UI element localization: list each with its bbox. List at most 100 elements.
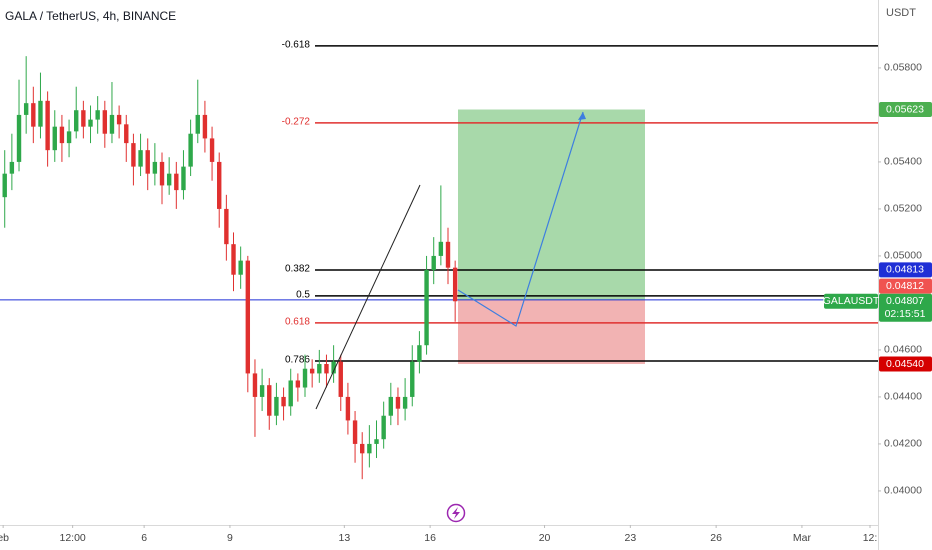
candle-body	[124, 124, 129, 144]
candle-body	[9, 161, 15, 174]
candle-body	[95, 110, 100, 120]
candle-body	[324, 364, 329, 374]
candle-body	[395, 396, 401, 409]
candle-body	[102, 110, 108, 134]
icon-bolt[interactable]	[452, 507, 460, 519]
fib-label: 0.618	[285, 317, 310, 328]
candle-body	[374, 439, 379, 444]
candle-body	[381, 415, 386, 440]
candle-body	[217, 161, 222, 209]
y-tick-label: 0.05800	[884, 62, 922, 74]
candle-body	[59, 126, 65, 144]
price-tag-label: 0.04540	[886, 358, 924, 370]
candle-body	[152, 161, 158, 174]
candle-body	[88, 119, 93, 127]
price-tag	[879, 102, 932, 118]
x-tick-label: 20	[539, 532, 551, 544]
fib-label: 0.786	[285, 355, 310, 366]
x-tick-label: 12:	[863, 532, 878, 544]
candle-body	[438, 241, 444, 256]
candle-body	[188, 133, 193, 167]
candle-body	[281, 396, 286, 407]
candle-body	[338, 361, 343, 397]
price-tag	[879, 262, 932, 278]
loss-zone	[458, 299, 645, 365]
candle-body	[252, 373, 258, 397]
symbol-label: GALAUSDT	[823, 295, 880, 307]
y-tick-label: 0.04000	[884, 485, 922, 497]
y-axis-label: USDT	[886, 7, 916, 19]
candle-body	[331, 361, 336, 374]
x-tick-label: Mar	[793, 532, 812, 544]
plot: -0.618 -0.272 0.382 0.5 0.618 0.786	[0, 39, 878, 480]
candle-body	[452, 267, 458, 302]
x-tick-label: 9	[227, 532, 233, 544]
candle-body	[317, 364, 322, 374]
candle-body	[445, 241, 451, 268]
lightning-icon[interactable]	[446, 503, 466, 523]
candle-body	[195, 114, 200, 134]
candle-body	[231, 244, 236, 275]
candle-body	[166, 173, 172, 186]
candle-body	[52, 126, 57, 151]
candle-body	[131, 143, 136, 167]
y-tick-label: 0.05000	[884, 250, 922, 262]
arrow-head	[578, 112, 586, 120]
symbol-tag	[824, 293, 878, 309]
candle-body	[16, 114, 22, 162]
candle-body	[259, 385, 265, 397]
candle-body	[245, 260, 251, 374]
candle-body	[181, 166, 186, 191]
profit-zone	[458, 109, 645, 300]
candle-body	[2, 173, 7, 198]
candle-body	[23, 103, 29, 115]
candle-body	[274, 396, 279, 416]
candle-body	[145, 150, 150, 174]
x-tick-label: 16	[424, 532, 436, 544]
x-tick-label: eb	[0, 532, 9, 544]
x-tick-label: 23	[624, 532, 636, 544]
fib-label: -0.272	[282, 117, 311, 128]
x-tick-label: 13	[338, 532, 350, 544]
candle-body	[288, 380, 293, 407]
x-tick-label: 6	[141, 532, 147, 544]
x-tick-label: 12:00	[60, 532, 86, 544]
candle-body	[74, 110, 79, 132]
chart-title: GALA / TetherUS, 4h, BINANCE	[5, 9, 176, 23]
candle-body	[138, 150, 143, 167]
candle-body	[202, 114, 208, 139]
fib-label: 0.5	[296, 290, 310, 301]
candle-body	[38, 100, 43, 127]
price-tag-label: 0.04813	[886, 264, 924, 276]
price-tag	[879, 293, 932, 322]
fib-label: 0.382	[285, 264, 310, 275]
fib-label: -0.618	[282, 39, 311, 50]
candle-body	[367, 443, 372, 454]
price-tag-label: 0.04807	[886, 295, 924, 307]
candle-body	[224, 208, 229, 245]
projection-arrow	[457, 111, 584, 327]
candle-body	[309, 368, 315, 374]
candle-body	[109, 114, 115, 134]
candle-body	[81, 110, 86, 127]
x-tick-label: 26	[710, 532, 722, 544]
price-tag	[879, 278, 932, 294]
y-tick-label: 0.04600	[884, 344, 922, 356]
candle-body	[267, 385, 272, 416]
candle-body	[174, 173, 179, 191]
candle-body	[410, 361, 415, 397]
y-tick-label: 0.04400	[884, 391, 922, 403]
y-tick-label: 0.04200	[884, 438, 922, 450]
candle-body	[417, 345, 422, 362]
y-tick-label: 0.05200	[884, 203, 922, 215]
candle-body	[388, 396, 394, 416]
candle-body	[66, 131, 72, 144]
candle-body	[402, 396, 408, 409]
countdown: 02:15:51	[885, 308, 926, 320]
y-tick-label: 0.05400	[884, 156, 922, 168]
candle-body	[431, 255, 436, 271]
price-tag	[879, 356, 932, 372]
candle-body	[302, 368, 308, 388]
candle-body	[238, 260, 243, 275]
